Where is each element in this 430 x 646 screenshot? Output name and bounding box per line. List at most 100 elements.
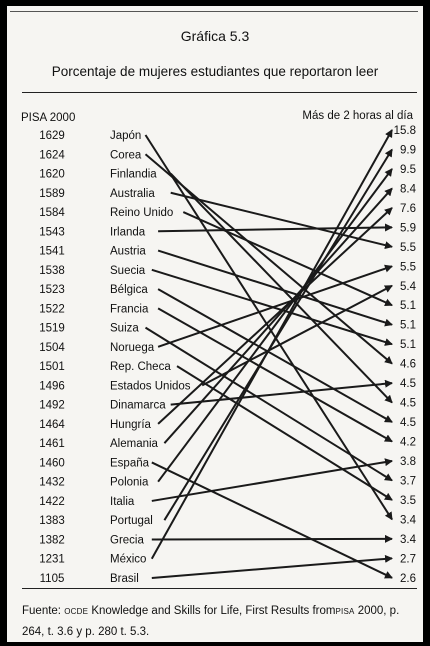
left-score-label: 1492	[39, 400, 65, 412]
right-value-label: 3.5	[400, 495, 416, 507]
left-score-label: 1620	[39, 169, 65, 181]
connection-arrow	[157, 288, 393, 423]
right-value-label: 8.4	[400, 183, 417, 195]
right-value-label: 4.6	[400, 359, 416, 371]
country-label: Alemania	[110, 438, 159, 450]
source-org: OCDE	[64, 607, 89, 616]
source-pisa: PISA	[335, 607, 355, 616]
country-label: Suecia	[110, 265, 146, 277]
country-label: Hungría	[110, 419, 152, 431]
country-label: Polonia	[110, 477, 149, 489]
connection-arrow	[157, 249, 393, 327]
left-score-label: 1543	[39, 226, 65, 238]
left-score-label: 1624	[39, 149, 65, 161]
country-label: Noruega	[110, 342, 155, 354]
right-value-label: 5.4	[400, 281, 417, 293]
source-pages: 2000, p. 264, t. 3.6 y p. 280 t. 5.3.	[22, 605, 400, 638]
right-value-label: 9.5	[400, 164, 416, 176]
right-value-label: 2.6	[400, 573, 416, 585]
left-score-label: 1105	[40, 573, 65, 585]
country-label: Rep. Checa	[110, 361, 171, 373]
right-value-label: 4.2	[400, 437, 416, 449]
country-label: Austria	[110, 246, 146, 258]
left-score-label: 1538	[39, 265, 65, 277]
right-value-label: 2.7	[400, 553, 416, 565]
left-score-label: 1231	[39, 554, 65, 566]
left-score-label: 1432	[39, 477, 65, 489]
right-value-label: 5.1	[400, 320, 416, 332]
right-axis-header: Más de 2 horas al día	[302, 110, 413, 122]
country-label: Reino Unido	[110, 207, 173, 219]
left-score-label: 1501	[39, 361, 65, 373]
left-score-label: 1629	[39, 130, 65, 142]
chart-title: Gráfica 5.3	[180, 28, 250, 44]
left-score-label: 1519	[39, 323, 65, 335]
country-label: Portugal	[110, 515, 153, 527]
connection-arrow	[182, 211, 393, 307]
left-score-label: 1496	[39, 380, 65, 392]
top-border	[10, 11, 418, 12]
right-value-label: 15.8	[394, 125, 416, 137]
country-label: Irlanda	[110, 226, 146, 238]
right-value-label: 3.4	[400, 534, 417, 546]
connection-arrow	[201, 284, 393, 387]
left-score-label: 1422	[39, 496, 65, 508]
country-label: Estados Unidos	[110, 380, 191, 392]
connection-arrow	[170, 191, 393, 250]
right-value-label: 3.7	[400, 475, 416, 487]
right-value-label: 4.5	[400, 398, 416, 410]
connection-arrow	[170, 379, 393, 406]
header-divider	[22, 92, 417, 93]
connection-arrow	[150, 129, 393, 560]
right-value-label: 5.1	[400, 339, 416, 351]
footer-divider	[22, 588, 417, 589]
right-value-label: 5.1	[400, 300, 416, 312]
right-value-label: 4.5	[400, 417, 416, 429]
left-score-label: 1522	[39, 303, 65, 315]
right-value-label: 3.4	[400, 514, 417, 526]
figure-page	[7, 6, 423, 642]
country-label: España	[110, 457, 150, 469]
country-label: Corea	[110, 149, 142, 161]
axis-labels: 1629 Japón 1624 Corea 1620 Finlandia 1589 Austr…	[39, 125, 416, 585]
country-label: Japón	[110, 130, 141, 142]
country-label: Bélgica	[110, 284, 148, 296]
country-label: Suiza	[110, 323, 139, 335]
country-label: Italia	[110, 496, 135, 508]
connection-arrow	[157, 168, 393, 483]
right-value-label: 9.9	[400, 144, 416, 156]
country-label: Grecia	[110, 534, 144, 546]
left-score-label: 1460	[39, 457, 65, 469]
country-label: Francia	[110, 303, 149, 315]
left-score-label: 1504	[39, 342, 65, 354]
source-prefix: Fuente:	[22, 605, 65, 617]
source-title: Knowledge and Skills for Life, First Res…	[88, 605, 336, 617]
right-value-label: 5.5	[400, 242, 416, 254]
connection-lines	[144, 129, 393, 579]
left-score-label: 1382	[39, 534, 65, 546]
connection-arrow	[144, 326, 393, 482]
right-value-label: 5.9	[400, 222, 416, 234]
connection-arrow	[157, 207, 393, 425]
country-label: Australia	[110, 188, 155, 200]
connection-arrow	[151, 554, 393, 579]
left-score-label: 1584	[39, 207, 65, 219]
left-score-label: 1523	[39, 284, 65, 296]
connection-arrow	[169, 172, 393, 404]
connection-arrow	[151, 458, 393, 502]
left-score-label: 1464	[39, 419, 65, 431]
country-label: Finlandia	[110, 169, 157, 181]
source-note: Fuente: OCDE Knowledge and Skills for Li…	[22, 601, 418, 642]
left-score-label: 1589	[39, 188, 65, 200]
country-label: Dinamarca	[110, 400, 166, 412]
connection-arrow	[158, 223, 393, 233]
left-score-label: 1541	[39, 246, 65, 258]
chart-subtitle: Porcentaje de mujeres estudiantes que re…	[51, 64, 379, 79]
right-value-label: 5.5	[400, 261, 416, 273]
connection-arrow	[157, 264, 393, 348]
connection-arrow	[151, 534, 393, 543]
right-value-label: 7.6	[400, 203, 416, 215]
connection-arrow	[163, 187, 393, 444]
right-value-label: 4.5	[400, 378, 416, 390]
